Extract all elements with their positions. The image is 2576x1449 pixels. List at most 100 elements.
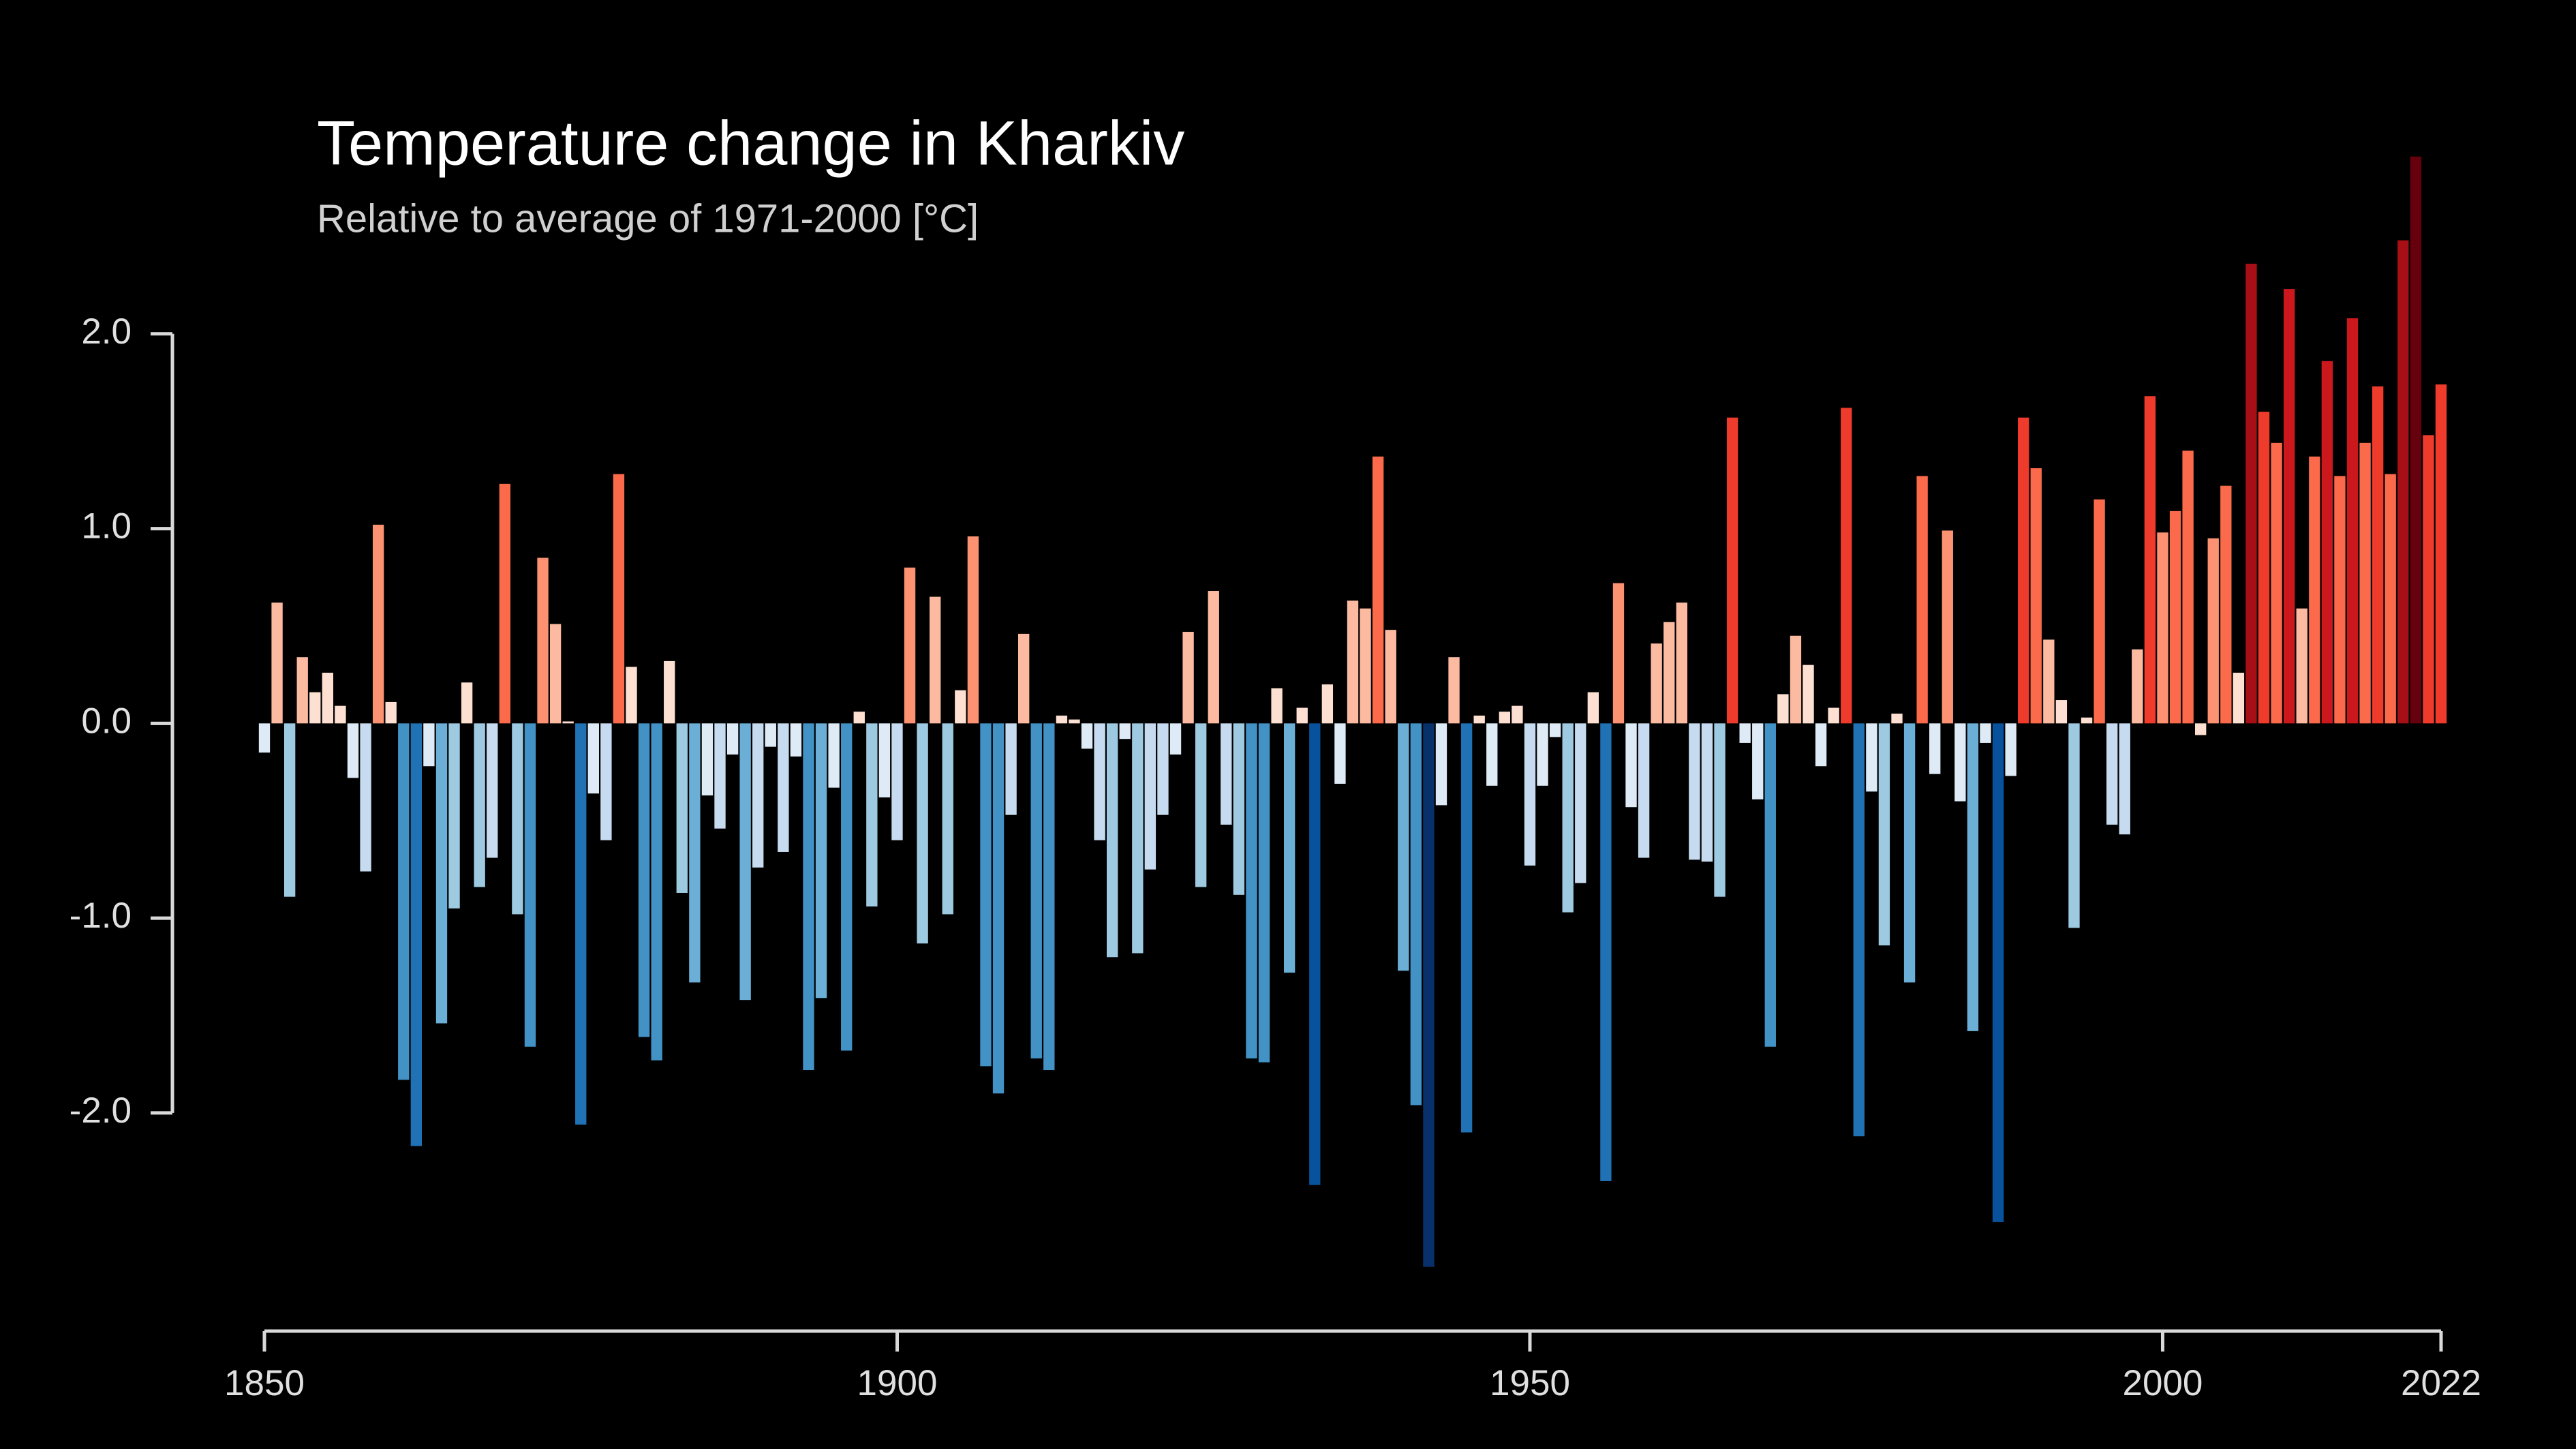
y-tick-label: 0.0 <box>81 701 132 741</box>
y-tick-label: 2.0 <box>81 311 132 352</box>
bar <box>1714 723 1726 897</box>
chart-subtitle: Relative to average of 1971-2000 [°C] <box>317 196 979 241</box>
bar <box>2144 396 2156 724</box>
x-tick-label: 2022 <box>2401 1363 2481 1403</box>
bar <box>2271 442 2282 724</box>
bar <box>2018 417 2029 724</box>
bar <box>562 721 574 724</box>
bar <box>1676 603 1687 724</box>
bar <box>1119 723 1131 739</box>
bar <box>1853 723 1865 1137</box>
x-tick-label: 1900 <box>857 1363 938 1403</box>
x-tick-label: 2000 <box>2123 1363 2203 1403</box>
bar <box>512 723 523 915</box>
bar <box>1144 723 1156 870</box>
bar <box>2385 474 2396 724</box>
bar <box>1764 723 1776 1047</box>
bar <box>1739 723 1751 743</box>
bar <box>1587 692 1599 724</box>
bar <box>1094 723 1105 840</box>
bar <box>1575 723 1586 883</box>
bar <box>537 558 549 724</box>
bar <box>714 723 726 829</box>
bar <box>1043 723 1055 1071</box>
bar <box>2207 538 2219 724</box>
bar <box>283 723 296 897</box>
bar <box>1916 476 1928 724</box>
bar <box>1701 723 1713 862</box>
bar <box>1486 723 1498 786</box>
bar <box>1663 622 1675 724</box>
bar <box>2043 639 2055 724</box>
bar <box>575 723 587 1125</box>
bar <box>258 723 271 753</box>
bar <box>1157 723 1169 815</box>
bar <box>1283 723 1295 973</box>
bar <box>2182 451 2194 724</box>
bar <box>2195 723 2207 735</box>
bar <box>1448 657 1460 724</box>
bar <box>2346 318 2359 724</box>
bar <box>790 723 802 757</box>
bar <box>1612 583 1625 724</box>
bar <box>435 723 448 1024</box>
bar <box>423 723 435 767</box>
bar <box>398 723 410 1080</box>
bar <box>2435 384 2447 724</box>
y-tick-label: 1.0 <box>81 506 132 547</box>
bar <box>1385 630 1396 724</box>
bar <box>360 723 371 872</box>
bar <box>904 567 916 724</box>
bar <box>474 723 485 887</box>
chart-title: Temperature change in Kharkiv <box>317 108 1184 178</box>
bar <box>2030 468 2042 724</box>
bar <box>1777 694 1789 724</box>
bar <box>1512 705 1523 724</box>
bar <box>942 723 953 915</box>
bar <box>2258 412 2270 724</box>
bar <box>1499 712 1511 724</box>
bar <box>410 723 423 1146</box>
bar <box>372 524 384 724</box>
bar <box>1169 723 1182 755</box>
bar <box>765 723 776 747</box>
bar <box>2372 386 2384 724</box>
bar <box>689 723 701 983</box>
bar <box>676 723 688 893</box>
bar <box>309 692 321 724</box>
bar <box>1967 723 1979 1031</box>
bar <box>815 723 827 998</box>
bar <box>1005 723 1017 815</box>
bar <box>1221 723 1232 825</box>
bar <box>1954 723 1966 802</box>
bar <box>1435 723 1447 806</box>
bar <box>1903 723 1916 983</box>
bar <box>1410 723 1422 1105</box>
bar <box>866 723 878 906</box>
bar <box>1866 723 1877 792</box>
bar <box>1398 723 1409 971</box>
bar <box>1549 723 1561 737</box>
bar <box>626 667 637 724</box>
bar <box>1790 635 1802 724</box>
bar <box>461 682 473 724</box>
bar <box>335 705 346 724</box>
bar <box>878 723 891 797</box>
bar <box>1372 456 1384 724</box>
bar <box>853 712 865 724</box>
bar <box>828 723 840 788</box>
x-tick-label: 1850 <box>224 1363 305 1403</box>
bar <box>1246 723 1257 1058</box>
bar <box>752 723 764 868</box>
bar <box>2359 442 2371 724</box>
bar <box>726 723 739 755</box>
bar <box>891 723 903 840</box>
bar <box>930 596 941 724</box>
bar <box>1030 723 1042 1058</box>
bar <box>2169 510 2181 724</box>
bar <box>803 723 814 1071</box>
bar <box>701 723 714 796</box>
bar <box>2220 485 2232 724</box>
bar <box>664 660 675 724</box>
